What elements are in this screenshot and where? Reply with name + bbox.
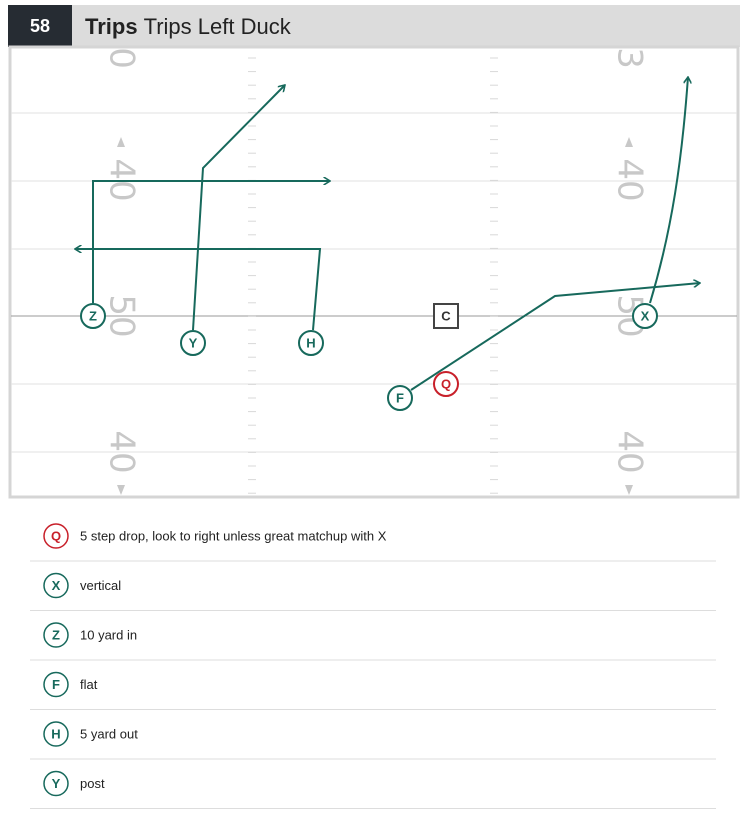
note-text: 5 yard out (80, 726, 138, 741)
note-text: post (80, 776, 105, 791)
player-label: H (306, 335, 315, 350)
center-marker (433, 303, 459, 329)
note-text: 5 step drop, look to right unless great … (80, 528, 387, 543)
yard-number: 40 (610, 158, 650, 201)
yard-numbers: 0 40 50 40 3 40 50 40 (102, 47, 650, 495)
note-label: Q (51, 528, 61, 543)
note-marker (43, 523, 69, 549)
player-label: C (441, 308, 451, 323)
routes (75, 77, 700, 391)
player-marker (632, 303, 658, 329)
player-marker (298, 330, 324, 356)
note-marker (43, 721, 69, 747)
play-title: Trips Trips Left Duck (85, 14, 292, 39)
formation: Trips (85, 14, 138, 39)
title-bar (8, 5, 740, 47)
player-marker (387, 385, 413, 411)
yard-number: 0 (102, 47, 142, 69)
note-marker (43, 622, 69, 648)
player-label: Z (89, 308, 97, 323)
player-label: Y (189, 335, 198, 350)
note-text: vertical (80, 578, 121, 593)
notes: Q 5 step drop, look to right unless great… (30, 523, 716, 809)
yard-number: 50 (102, 294, 142, 337)
route-y (192, 85, 285, 331)
yard-number: 40 (610, 430, 650, 473)
note-label: X (52, 578, 61, 593)
note-text: 10 yard in (80, 627, 137, 642)
yard-number: 40 (102, 430, 142, 473)
play-number-box (8, 5, 72, 47)
note-text: flat (80, 677, 98, 692)
note-label: H (51, 726, 60, 741)
play-name: Trips Left Duck (144, 14, 292, 39)
player-label: X (641, 308, 650, 323)
note-marker (43, 572, 69, 599)
note-label: F (52, 677, 60, 692)
players: Z Y H C Q F X (80, 303, 658, 411)
player-marker (433, 371, 459, 397)
play-number: 58 (30, 16, 50, 36)
route-z (92, 181, 330, 303)
field (8, 45, 740, 499)
note-label: Y (52, 776, 61, 791)
player-marker (180, 330, 206, 356)
note-marker (43, 671, 69, 698)
player-label: F (396, 390, 404, 405)
route-f (410, 283, 700, 391)
yard-number: 3 (610, 47, 650, 69)
note-label: Z (52, 627, 60, 642)
note-marker (43, 770, 69, 797)
player-marker (80, 303, 106, 329)
route-h (75, 249, 322, 331)
player-label: Q (441, 376, 451, 391)
route-x (649, 77, 688, 304)
